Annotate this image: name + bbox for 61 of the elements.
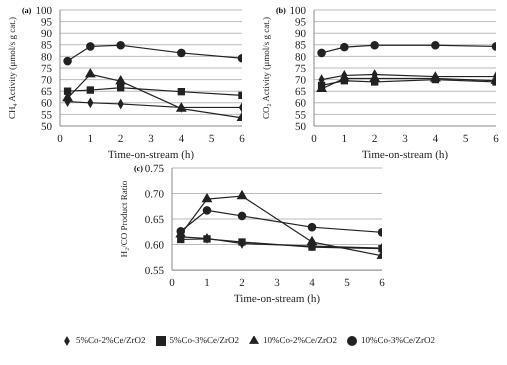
y-tick-label: 65	[41, 86, 52, 98]
x-tick-label: 2	[372, 132, 378, 145]
x-axis-title: Time-on-stream (h)	[362, 149, 448, 161]
x-tick-label: 6	[239, 132, 246, 145]
x-tick-label: 2	[239, 276, 245, 289]
x-tick-label: 4	[432, 132, 439, 145]
x-tick-label: 3	[148, 132, 154, 145]
y-tick-label: 100	[36, 4, 52, 17]
y-tick-label: 95	[295, 16, 306, 29]
x-tick-label: 5	[462, 132, 469, 145]
y-tick-label: 85	[41, 40, 52, 52]
y-tick-label: 90	[41, 28, 52, 40]
x-tick-label: 6	[493, 132, 500, 145]
x-tick-label: 0	[169, 276, 176, 289]
x-tick-label: 5	[344, 276, 350, 289]
y-tick-label: 95	[41, 16, 52, 29]
y-tick-label: 0.60	[144, 239, 164, 252]
x-tick-label: 2	[118, 132, 124, 145]
y-tick-label: 0.70	[144, 188, 164, 200]
y-tick-label: 50	[295, 120, 306, 133]
y-tick-label: 55	[295, 109, 306, 122]
y-tick-label: 75	[41, 62, 52, 75]
legend-label: 5%Co-3%Ce/ZrO2	[170, 335, 239, 345]
x-tick-label: 1	[204, 276, 210, 289]
y-tick-label: 65	[295, 86, 306, 98]
x-tick-label: 4	[309, 276, 316, 289]
y-tick-label: 80	[41, 51, 52, 64]
y-axis-title: CO₂ Activity (µmol/s g cat.)	[261, 16, 272, 120]
y-tick-label: 0.65	[144, 214, 164, 226]
y-tick-label: 75	[295, 62, 306, 75]
x-tick-label: 1	[88, 132, 94, 145]
chart-title: (b)	[276, 6, 286, 15]
y-tick-label: 90	[295, 28, 306, 40]
x-tick-label: 0	[57, 132, 64, 145]
y-tick-label: 60	[295, 98, 306, 110]
y-tick-label: 70	[295, 74, 306, 87]
legend-label: 5%Co-2%Ce/ZrO2	[76, 335, 146, 345]
x-axis-title: Time-on-stream (h)	[108, 149, 194, 161]
y-tick-label: 80	[295, 51, 306, 64]
y-tick-label: 55	[41, 109, 52, 122]
y-tick-label: 70	[41, 74, 52, 87]
chart-title: (c)	[134, 164, 143, 173]
y-tick-label: 100	[290, 4, 306, 17]
x-tick-label: 0	[311, 132, 318, 145]
legend-label: 10%Co-2%Ce/ZrO2	[263, 335, 337, 345]
x-tick-label: 3	[274, 276, 280, 289]
x-tick-label: 6	[379, 276, 386, 289]
y-tick-label: 0.75	[144, 162, 164, 175]
y-tick-label: 85	[295, 40, 306, 52]
x-tick-label: 5	[208, 132, 215, 145]
y-axis-title: H₂/CO Product Ratio	[119, 180, 130, 258]
y-tick-label: 60	[41, 98, 52, 110]
legend-label: 10%Co-3%Ce/ZrO2	[361, 335, 435, 345]
y-tick-label: 0.55	[144, 264, 164, 277]
x-tick-label: 4	[178, 132, 185, 145]
x-tick-label: 3	[402, 132, 408, 145]
x-axis-title: Time-on-stream (h)	[234, 293, 320, 306]
y-axis-title: CH₄ Activity (µmol/s g cat.)	[7, 16, 18, 120]
y-tick-label: 50	[41, 120, 52, 133]
chart-title: (a)	[22, 6, 32, 15]
x-tick-label: 1	[342, 132, 348, 145]
